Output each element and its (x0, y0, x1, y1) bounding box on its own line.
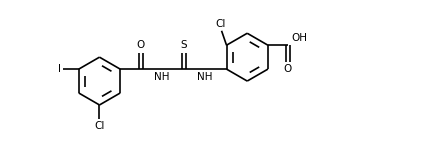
Text: I: I (58, 64, 61, 74)
Text: O: O (283, 64, 292, 74)
Text: S: S (180, 40, 187, 50)
Text: NH: NH (198, 72, 213, 82)
Text: O: O (137, 40, 145, 50)
Text: Cl: Cl (94, 121, 105, 131)
Text: OH: OH (291, 33, 307, 43)
Text: Cl: Cl (215, 19, 226, 29)
Text: NH: NH (155, 72, 170, 82)
